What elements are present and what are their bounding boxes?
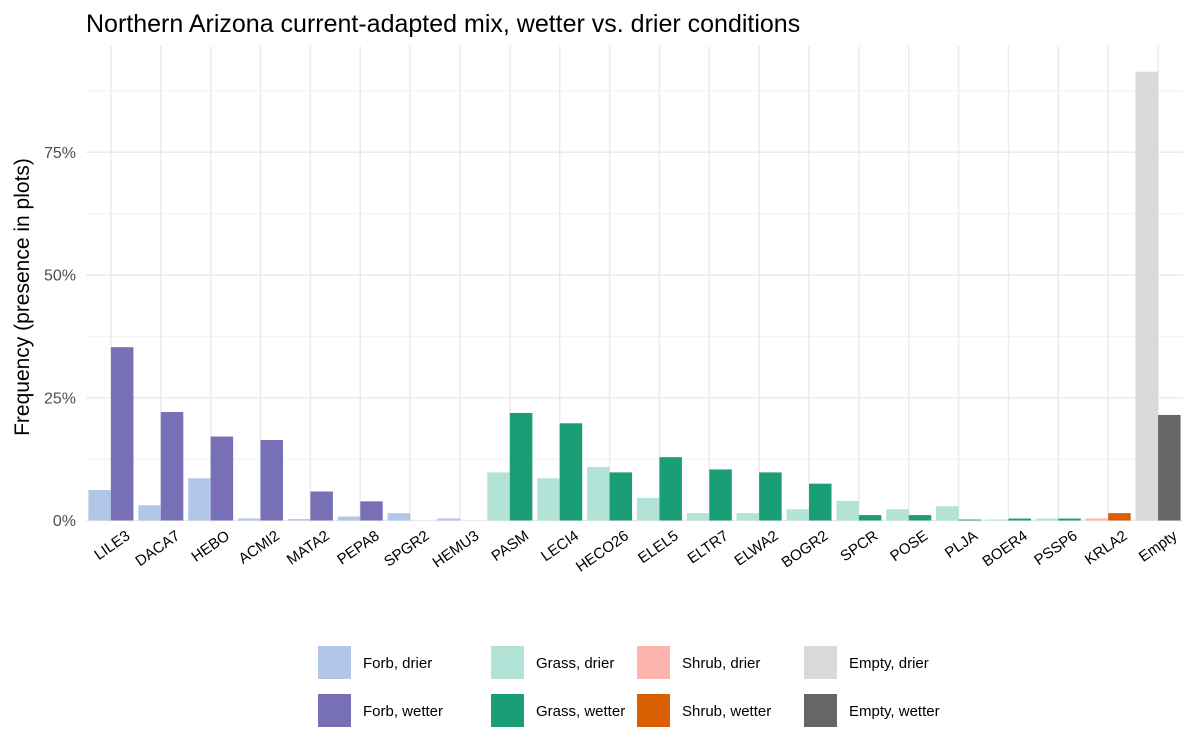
bar-lile3-wetter bbox=[110, 347, 134, 521]
bar-elwa2-drier bbox=[736, 513, 760, 521]
bar-elel5-drier bbox=[636, 497, 660, 521]
bar-pose-wetter bbox=[908, 515, 932, 521]
x-tick-label: PASM bbox=[488, 527, 532, 565]
x-tick-label: ELEL5 bbox=[635, 527, 682, 567]
x-tick-label: LILE3 bbox=[91, 527, 133, 563]
y-tick-label: 0% bbox=[53, 513, 76, 530]
legend-label: Grass, wetter bbox=[536, 703, 625, 720]
bar-leci4-wetter bbox=[559, 423, 583, 521]
bar-krla2-wetter bbox=[1108, 513, 1131, 521]
y-tick-label: 75% bbox=[44, 145, 76, 162]
y-tick-label: 50% bbox=[44, 268, 76, 285]
legend-label: Shrub, drier bbox=[682, 655, 760, 672]
bar-acmi2-wetter bbox=[260, 439, 284, 521]
bar-daca7-wetter bbox=[160, 411, 184, 521]
x-tick-label: HEMU3 bbox=[430, 527, 483, 571]
bar-heco26-drier bbox=[587, 466, 610, 521]
bar-hebo-drier bbox=[188, 478, 211, 521]
bar-eltr7-wetter bbox=[709, 469, 732, 521]
legend-swatch bbox=[491, 646, 524, 679]
bar-pepa8-wetter bbox=[360, 501, 383, 521]
legend-swatch bbox=[804, 646, 837, 679]
bar-plja-drier bbox=[936, 506, 959, 521]
legend-label: Shrub, wetter bbox=[682, 703, 771, 720]
bar-eltr7-drier bbox=[686, 513, 710, 521]
x-tick-label: PSSP6 bbox=[1031, 527, 1080, 569]
legend-swatch bbox=[318, 694, 351, 727]
bar-acmi2-drier bbox=[238, 518, 261, 521]
bar-boer4-drier bbox=[985, 519, 1009, 521]
bar-hemu3-drier bbox=[437, 518, 460, 521]
y-axis-ticks: 0% 25% 50% 75% bbox=[44, 145, 76, 530]
x-tick-label: BOGR2 bbox=[779, 527, 832, 571]
bar-boer4-wetter bbox=[1008, 518, 1031, 521]
legend-label: Forb, drier bbox=[363, 655, 432, 672]
x-tick-label: ELTR7 bbox=[685, 527, 732, 567]
bars bbox=[88, 71, 1181, 521]
x-tick-label: Empty bbox=[1136, 527, 1181, 566]
bar-empty-drier bbox=[1135, 71, 1159, 521]
x-tick-label: ELWA2 bbox=[731, 527, 781, 569]
x-tick-label: ACMI2 bbox=[235, 527, 282, 567]
bar-plja-wetter bbox=[958, 519, 982, 521]
bar-mata2-drier bbox=[287, 519, 311, 521]
x-tick-label: SPCR bbox=[837, 527, 881, 565]
legend-swatch bbox=[318, 646, 351, 679]
bar-leci4-drier bbox=[537, 478, 560, 521]
bar-heco26-wetter bbox=[609, 472, 633, 521]
bar-pssp6-drier bbox=[1035, 518, 1059, 521]
legend-label: Grass, drier bbox=[536, 655, 614, 672]
legend-swatch bbox=[804, 694, 837, 727]
bar-lile3-drier bbox=[88, 490, 111, 521]
legend-label: Empty, drier bbox=[849, 655, 929, 672]
bar-krla2-drier bbox=[1085, 518, 1109, 521]
bar-pose-drier bbox=[886, 509, 909, 521]
chart-title: Northern Arizona current-adapted mix, we… bbox=[86, 10, 800, 38]
bar-empty-wetter bbox=[1158, 414, 1181, 521]
bar-pssp6-wetter bbox=[1058, 518, 1081, 521]
bar-spgr2-drier bbox=[387, 513, 411, 521]
bar-mata2-wetter bbox=[310, 491, 333, 521]
bar-spcr-wetter bbox=[858, 515, 882, 521]
y-tick-label: 25% bbox=[44, 390, 76, 407]
bar-bogr2-drier bbox=[786, 509, 810, 521]
legend: Forb, drier Forb, wetter Grass, drier Grass… bbox=[318, 646, 940, 727]
bar-pepa8-drier bbox=[337, 516, 361, 521]
bar-hebo-wetter bbox=[210, 436, 234, 521]
y-axis-label: Frequency (presence in plots) bbox=[11, 158, 34, 436]
legend-label: Empty, wetter bbox=[849, 703, 940, 720]
bar-pasm-wetter bbox=[509, 412, 533, 521]
x-tick-label: PEPA8 bbox=[334, 527, 382, 568]
bar-bogr2-wetter bbox=[809, 483, 832, 521]
x-tick-label: DACA7 bbox=[132, 527, 183, 570]
x-tick-label: KRLA2 bbox=[1082, 527, 1131, 568]
x-tick-label: HECO26 bbox=[573, 527, 632, 575]
x-tick-label: SPGR2 bbox=[381, 527, 432, 570]
x-tick-label: BOER4 bbox=[979, 527, 1030, 570]
bar-pasm-drier bbox=[487, 472, 510, 521]
legend-swatch bbox=[491, 694, 524, 727]
bar-elwa2-wetter bbox=[759, 472, 782, 521]
x-tick-label: POSE bbox=[887, 527, 931, 565]
grid-lines bbox=[86, 46, 1183, 522]
bar-elel5-wetter bbox=[659, 457, 682, 521]
legend-label: Forb, wetter bbox=[363, 703, 443, 720]
bar-spcr-drier bbox=[836, 500, 859, 521]
legend-swatch bbox=[637, 646, 670, 679]
legend-swatch bbox=[637, 694, 670, 727]
bar-daca7-drier bbox=[138, 505, 161, 521]
x-tick-label: MATA2 bbox=[284, 527, 333, 568]
x-tick-label: HEBO bbox=[188, 527, 233, 565]
x-tick-label: PLJA bbox=[942, 527, 981, 561]
